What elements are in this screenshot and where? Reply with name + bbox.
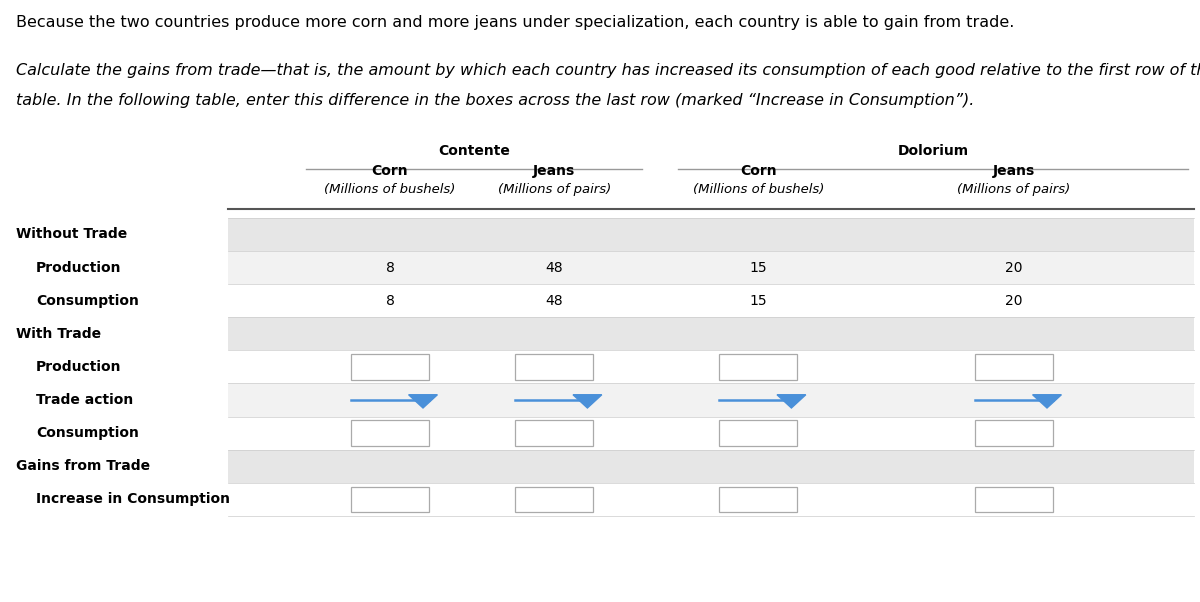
Text: Production: Production xyxy=(36,360,121,374)
Text: Jeans: Jeans xyxy=(992,164,1036,178)
Text: Gains from Trade: Gains from Trade xyxy=(16,459,150,473)
Text: 15: 15 xyxy=(750,294,767,308)
Bar xyxy=(228,483,1194,516)
Text: 8: 8 xyxy=(385,294,395,308)
Polygon shape xyxy=(778,395,806,408)
Text: (Millions of bushels): (Millions of bushels) xyxy=(324,182,456,196)
Text: With Trade: With Trade xyxy=(16,327,101,341)
Bar xyxy=(974,354,1054,380)
Text: Because the two countries produce more corn and more jeans under specialization,: Because the two countries produce more c… xyxy=(16,15,1014,30)
Text: (Millions of pairs): (Millions of pairs) xyxy=(958,182,1070,196)
Bar xyxy=(352,354,430,380)
Text: Trade action: Trade action xyxy=(36,393,133,407)
Text: 15: 15 xyxy=(750,261,767,275)
Bar xyxy=(228,450,1194,483)
Bar xyxy=(352,421,430,445)
Text: (Millions of bushels): (Millions of bushels) xyxy=(692,182,824,196)
Bar xyxy=(228,284,1194,317)
Bar xyxy=(352,486,430,512)
Bar xyxy=(228,317,1194,350)
Text: 20: 20 xyxy=(1006,261,1022,275)
Polygon shape xyxy=(408,395,438,408)
Polygon shape xyxy=(574,395,602,408)
Bar xyxy=(720,486,798,512)
Bar xyxy=(228,383,1194,417)
Text: 8: 8 xyxy=(385,261,395,275)
Bar xyxy=(516,421,593,445)
Text: Consumption: Consumption xyxy=(36,426,139,440)
Bar xyxy=(228,251,1194,284)
Text: 48: 48 xyxy=(546,261,563,275)
Bar xyxy=(974,421,1054,445)
Text: Corn: Corn xyxy=(740,164,776,178)
Bar xyxy=(228,218,1194,251)
Text: 48: 48 xyxy=(546,294,563,308)
Text: table. In the following table, enter this difference in the boxes across the las: table. In the following table, enter thi… xyxy=(16,93,974,108)
Bar xyxy=(720,354,798,380)
Text: Consumption: Consumption xyxy=(36,294,139,308)
Bar xyxy=(720,421,798,445)
Text: Jeans: Jeans xyxy=(533,164,576,178)
Bar xyxy=(516,354,593,380)
Polygon shape xyxy=(1032,395,1061,408)
Text: Corn: Corn xyxy=(372,164,408,178)
Text: Increase in Consumption: Increase in Consumption xyxy=(36,492,230,506)
Bar xyxy=(516,486,593,512)
Text: Production: Production xyxy=(36,261,121,275)
Text: Calculate the gains from trade—that is, the amount by which each country has inc: Calculate the gains from trade—that is, … xyxy=(16,63,1200,78)
Bar xyxy=(228,417,1194,450)
Text: Dolorium: Dolorium xyxy=(898,144,968,158)
Bar xyxy=(228,350,1194,383)
Text: 20: 20 xyxy=(1006,294,1022,308)
Text: (Millions of pairs): (Millions of pairs) xyxy=(498,182,611,196)
Text: Without Trade: Without Trade xyxy=(16,228,127,241)
Bar xyxy=(974,486,1054,512)
Text: Contente: Contente xyxy=(438,144,510,158)
